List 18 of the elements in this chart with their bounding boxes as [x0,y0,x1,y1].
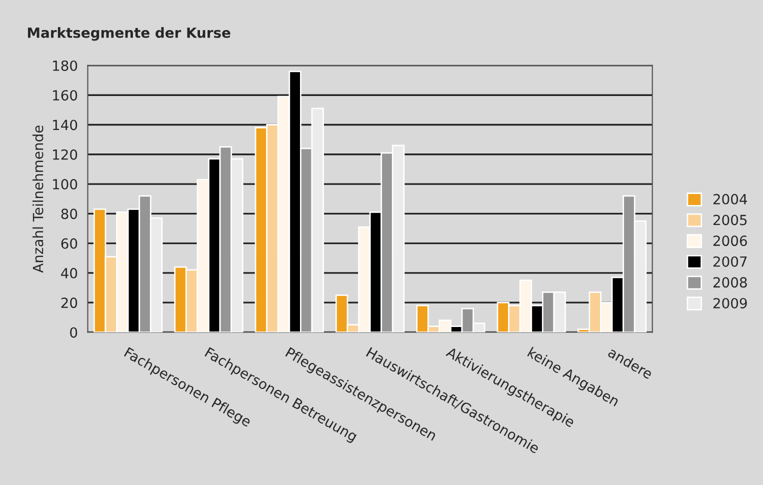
y-tick-label: 120 [53,149,78,160]
legend-label: 2005 [713,214,747,226]
y-tick-label: 60 [61,238,78,249]
legend-label: 2008 [713,277,747,288]
y-tick-label: 180 [53,60,78,71]
legend-label: 2007 [713,256,747,267]
legend-label: 2006 [713,236,747,246]
y-tick-label: 80 [61,208,78,220]
chart-title: Marktsegmente der Kurse [28,27,230,41]
y-axis-title: Anzahl Teilnehmende [32,126,44,273]
y-tick-label: 100 [53,179,78,190]
y-tick-label: 0 [70,327,78,338]
y-tick-label: 140 [53,120,78,130]
legend-label: 2009 [713,298,747,308]
y-tick-label: 20 [61,298,78,308]
y-tick-label: 40 [61,268,78,278]
legend-label: 2004 [713,194,748,204]
y-tick-label: 160 [53,90,78,101]
